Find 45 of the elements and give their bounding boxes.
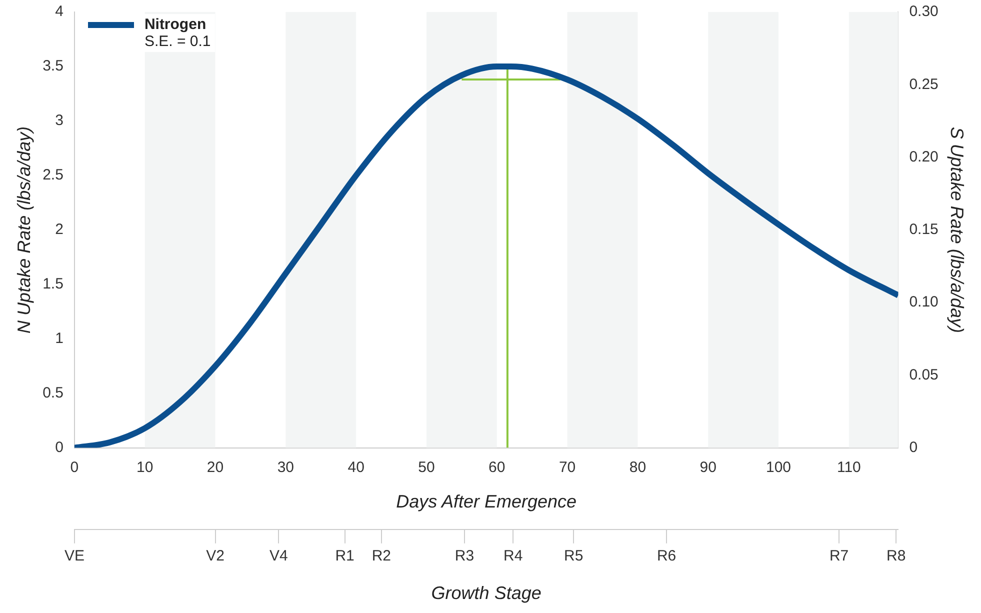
x2-axis-title: Growth Stage — [431, 583, 542, 604]
y2-tick-label: 0.20 — [909, 148, 938, 166]
y2-tick-label: 0 — [909, 438, 918, 456]
annotation: S.E. = 0.1 — [144, 33, 211, 50]
y-tick-label: 3 — [55, 112, 64, 130]
x-tick-label: 70 — [558, 458, 576, 476]
ref-line-label: R5 — [564, 548, 584, 565]
x-tick-label: 40 — [348, 458, 364, 476]
x-tick-label: 100 — [766, 458, 792, 476]
x-tick-label: 10 — [136, 458, 154, 476]
y2-axis-title: S Uptake Rate (lbs/a/day) — [947, 126, 968, 333]
y-tick-label: 0 — [55, 438, 64, 456]
y2-tick-label: 0.25 — [909, 76, 938, 93]
y-tick-label: 2 — [55, 221, 64, 238]
y-tick-label: 0.5 — [42, 384, 64, 402]
ref-line-label: V2 — [206, 548, 224, 565]
ref-line-label: VE — [64, 548, 84, 565]
ref-line-label: R2 — [372, 548, 392, 565]
y-tick-label: 4 — [55, 3, 64, 20]
ref-line-label: R6 — [656, 548, 676, 565]
y-tick-label: 3.5 — [42, 58, 64, 75]
x-tick-label: 90 — [700, 458, 716, 476]
ref-line-label: R3 — [454, 548, 474, 565]
ref-line-label: R7 — [829, 548, 849, 565]
y2-tick-label: 0.05 — [909, 366, 938, 384]
x-tick-label: 30 — [277, 458, 294, 476]
x-tick-label: 20 — [206, 458, 224, 476]
ref-line-label: R4 — [503, 548, 523, 565]
y-axis-title: N Uptake Rate (lbs/a/day) — [14, 126, 34, 334]
x-tick-label: 50 — [418, 458, 435, 476]
x-tick-label: 60 — [488, 458, 506, 476]
y-tick-label: 1 — [55, 330, 64, 347]
ref-line-label: R1 — [335, 548, 354, 565]
ref-line-label: R8 — [886, 548, 906, 565]
y2-tick-label: 0.15 — [909, 221, 938, 238]
y-tick-label: 2.5 — [42, 166, 64, 184]
y2-tick-label: 0.10 — [909, 294, 938, 311]
ref-line-label: V4 — [269, 548, 288, 565]
x-tick-label: 0 — [70, 458, 79, 476]
y2-tick-label: 0.30 — [909, 3, 938, 20]
x-axis-title: Days After Emergence — [396, 492, 577, 512]
x-tick-label: 80 — [629, 458, 646, 476]
y-tick-label: 1.5 — [42, 276, 64, 293]
legend-label: Nitrogen — [144, 16, 206, 33]
x-tick-label: 110 — [836, 458, 861, 476]
